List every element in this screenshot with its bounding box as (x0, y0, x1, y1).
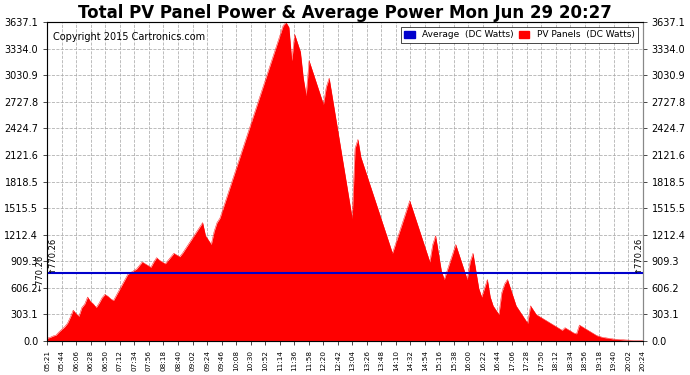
Text: ←770.26: ←770.26 (35, 255, 44, 291)
Text: ↑770.26: ↑770.26 (48, 237, 57, 273)
Text: ↑770.26: ↑770.26 (633, 237, 642, 273)
Legend: Average  (DC Watts), PV Panels  (DC Watts): Average (DC Watts), PV Panels (DC Watts) (401, 27, 638, 43)
Text: Copyright 2015 Cartronics.com: Copyright 2015 Cartronics.com (53, 32, 206, 42)
Title: Total PV Panel Power & Average Power Mon Jun 29 20:27: Total PV Panel Power & Average Power Mon… (78, 4, 612, 22)
